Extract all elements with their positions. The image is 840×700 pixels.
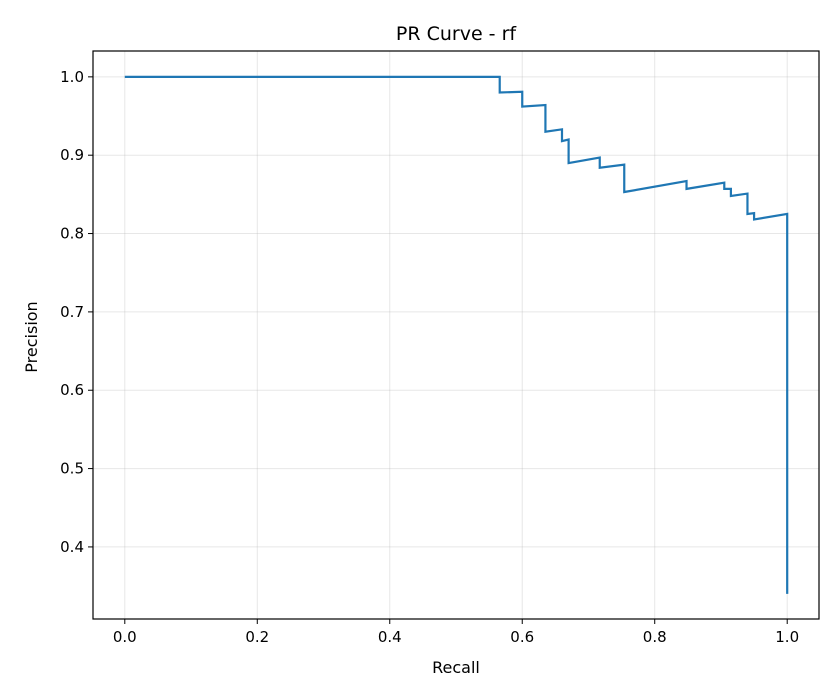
y-tick-label: 0.4 — [60, 538, 84, 556]
x-tick-label: 0.0 — [113, 628, 137, 646]
x-axis-label: Recall — [432, 658, 480, 677]
y-tick-label: 0.5 — [60, 460, 84, 478]
y-tick-label: 0.8 — [60, 225, 84, 243]
x-tick-label: 0.2 — [245, 628, 269, 646]
y-tick-label: 0.7 — [60, 303, 84, 321]
y-tick-label: 0.9 — [60, 146, 84, 164]
y-tick-label: 1.0 — [60, 68, 84, 86]
chart-title: PR Curve - rf — [396, 23, 517, 45]
x-tick-label: 0.6 — [510, 628, 534, 646]
series-layer — [124, 75, 789, 594]
x-tick-label: 0.4 — [378, 628, 402, 646]
y-tick-label: 0.6 — [60, 381, 84, 399]
plot-frame — [92, 50, 820, 620]
x-tick-label: 0.8 — [643, 628, 667, 646]
axis-ticks: 0.0 0.2 0.4 0.6 0.8 1.0 0.4 0.5 0.6 0.7 0.8 0.9 1.0 — [60, 68, 799, 646]
x-tick-label: 1.0 — [775, 628, 799, 646]
pr-curve-line — [124, 75, 789, 594]
y-axis-label: Precision — [22, 301, 41, 372]
